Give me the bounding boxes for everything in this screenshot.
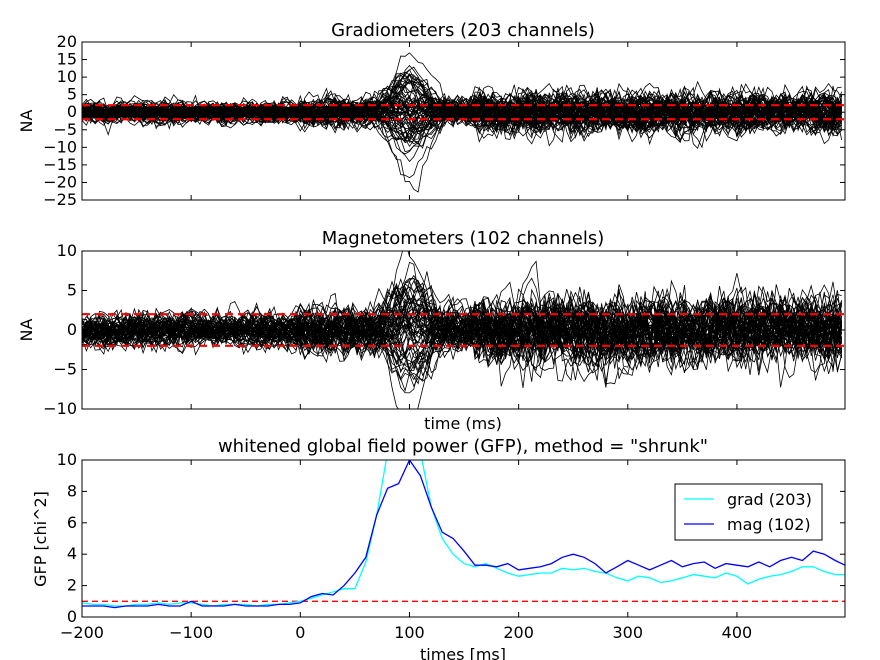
sensor-trace (82, 69, 842, 143)
y-tick-label: 2 (67, 576, 77, 595)
x-tick-label: 300 (613, 623, 644, 642)
y-tick-label: 0 (67, 102, 77, 121)
gfp-panel: whitened global field power (GFP), metho… (31, 436, 846, 660)
sensor-trace (82, 288, 843, 354)
sensor-trace (82, 297, 843, 371)
sensor-trace (82, 291, 843, 392)
sensor-trace (82, 292, 843, 373)
x-tick-label: −200 (60, 623, 104, 642)
gradiometers-ylabel: NA (17, 109, 36, 132)
y-tick-label: 8 (67, 481, 77, 500)
gradiometers-panel: Gradiometers (203 channels) NA 20151050−… (17, 20, 846, 209)
sensor-trace (82, 75, 843, 141)
y-tick-label: 5 (67, 281, 77, 300)
sensor-trace (82, 86, 842, 133)
legend-label-mag: mag (102) (727, 515, 811, 534)
y-tick-label: −20 (43, 172, 77, 191)
gfp-title: whitened global field power (GFP), metho… (218, 436, 708, 457)
magnetometers-xlabel: time (ms) (424, 414, 502, 433)
y-tick-label: 10 (57, 241, 77, 260)
y-tick-label: 15 (57, 50, 77, 69)
gfp-line-mag (82, 460, 845, 609)
sensor-trace (82, 90, 843, 133)
x-tick-label: 200 (503, 623, 534, 642)
x-tick-label: −100 (169, 623, 213, 642)
gfp-xlabel: times [ms] (420, 645, 506, 660)
magnetometers-title: Magnetometers (102 channels) (322, 228, 605, 249)
y-tick-label: 10 (57, 67, 77, 86)
sensor-trace (82, 284, 843, 373)
gfp-ylabel: GFP [chi^2] (31, 491, 50, 587)
y-tick-label: −25 (43, 190, 77, 209)
gfp-legend: grad (203) mag (102) (674, 483, 823, 541)
magnetometers-panel: Magnetometers (102 channels) NA 10 5 0 −5 −1… (17, 228, 846, 433)
x-tick-label: 400 (722, 623, 753, 642)
y-tick-label: −10 (43, 137, 77, 156)
gradiometers-title: Gradiometers (203 channels) (331, 20, 595, 41)
y-tick-label: −15 (43, 155, 77, 174)
y-tick-label: −5 (53, 120, 77, 139)
y-tick-label: 0 (67, 320, 77, 339)
y-tick-label: 0 (67, 607, 77, 626)
sensor-trace (82, 94, 843, 141)
y-tick-label: 6 (67, 513, 77, 532)
sensor-trace (82, 294, 843, 372)
legend-label-grad: grad (203) (727, 490, 812, 509)
y-tick-label: 20 (57, 32, 77, 51)
y-tick-label: 4 (67, 544, 77, 563)
y-tick-label: −10 (43, 399, 77, 418)
y-tick-label: 5 (67, 85, 77, 104)
y-tick-label: 10 (57, 450, 77, 469)
gradiometers-axes-frame (81, 41, 846, 201)
y-tick-label: −5 (53, 360, 77, 379)
magnetometers-ylabel: NA (17, 318, 36, 341)
legend-box (674, 483, 823, 541)
sensor-trace (82, 93, 843, 153)
x-tick-label: 100 (394, 623, 425, 642)
x-tick-label: 0 (295, 623, 305, 642)
gfp-axes-frame (81, 459, 846, 618)
